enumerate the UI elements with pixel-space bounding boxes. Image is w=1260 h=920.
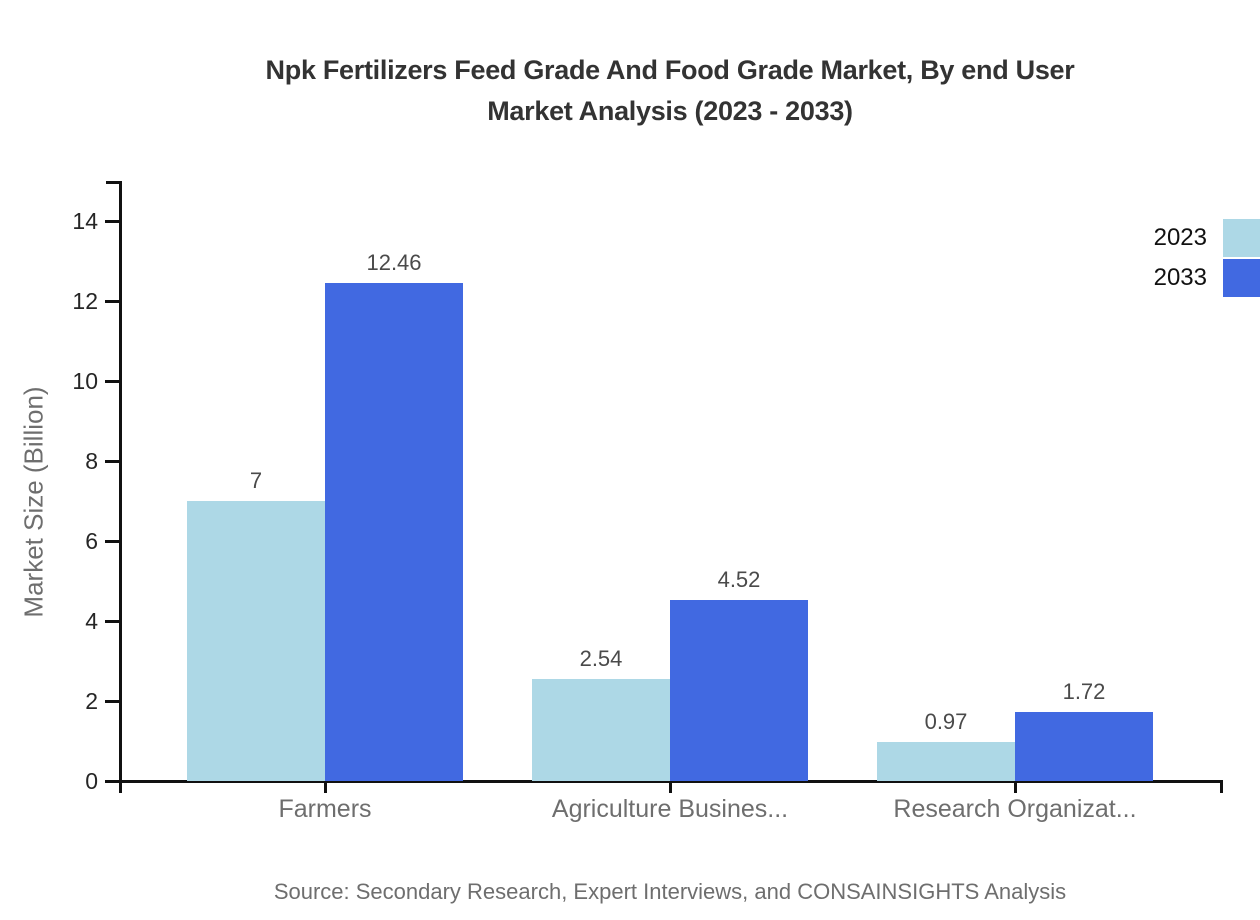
x-axis-category-label: Agriculture Busines... xyxy=(551,795,789,823)
bar-value-label: 4.52 xyxy=(717,567,761,592)
bar-2033 xyxy=(670,600,808,781)
x-axis-category-label: Farmers xyxy=(278,795,372,823)
x-axis-tick xyxy=(668,781,672,793)
y-axis-tick-label: 10 xyxy=(72,368,98,394)
y-axis-tick-label: 0 xyxy=(85,768,98,794)
y-axis-tick-label: 4 xyxy=(85,608,98,634)
y-axis-title: Market Size (Billion) xyxy=(18,386,49,618)
bar-value-label: 1.72 xyxy=(1062,679,1106,704)
y-axis-tick-label: 14 xyxy=(72,208,98,234)
bar-value-label: 2.54 xyxy=(579,646,623,671)
x-axis-category-label: Research Organizat... xyxy=(893,795,1137,823)
x-axis-end-tick xyxy=(1220,780,1223,793)
y-axis-line xyxy=(119,181,122,793)
chart-title-line2: Market Analysis (2023 - 2033) xyxy=(487,96,853,126)
bar-2023 xyxy=(187,501,325,781)
y-axis-tick xyxy=(105,219,120,223)
legend-item-label: 2023 xyxy=(1153,224,1207,251)
bar-value-label: 7 xyxy=(249,468,263,493)
bar-2023 xyxy=(877,742,1015,781)
y-axis-tick-label: 6 xyxy=(85,528,98,554)
y-axis-tick-label: 12 xyxy=(72,288,98,314)
bar-2033 xyxy=(325,283,463,781)
x-axis-tick xyxy=(323,781,327,793)
bar-value-label: 0.97 xyxy=(924,709,968,734)
chart-title-line1: Npk Fertilizers Feed Grade And Food Grad… xyxy=(265,55,1075,85)
legend-item: 2033 xyxy=(1154,259,1260,297)
y-axis-tick xyxy=(105,699,120,703)
y-axis-tick-label: 8 xyxy=(85,448,98,474)
y-axis-tick xyxy=(105,459,120,463)
y-axis-top-cap xyxy=(106,181,122,184)
chart-title: Npk Fertilizers Feed Grade And Food Grad… xyxy=(80,50,1260,132)
bar-2033 xyxy=(1015,712,1153,781)
legend-item: 2023 xyxy=(1154,219,1260,257)
source-note: Source: Secondary Research, Expert Inter… xyxy=(273,879,1067,904)
legend-swatch xyxy=(1223,219,1260,257)
legend-item-label: 2033 xyxy=(1153,264,1207,291)
y-axis-tick xyxy=(105,539,120,543)
y-axis-tick-label: 2 xyxy=(85,688,98,714)
y-axis-tick xyxy=(105,619,120,623)
legend-swatch xyxy=(1223,259,1260,297)
legend: 2023 2033 xyxy=(1154,219,1260,297)
bar-2023 xyxy=(532,679,670,781)
y-axis-tick xyxy=(105,299,120,303)
y-axis-tick xyxy=(105,779,120,783)
y-axis-tick xyxy=(105,379,120,383)
bar-value-label: 12.46 xyxy=(366,250,422,275)
x-axis-tick xyxy=(1013,781,1017,793)
